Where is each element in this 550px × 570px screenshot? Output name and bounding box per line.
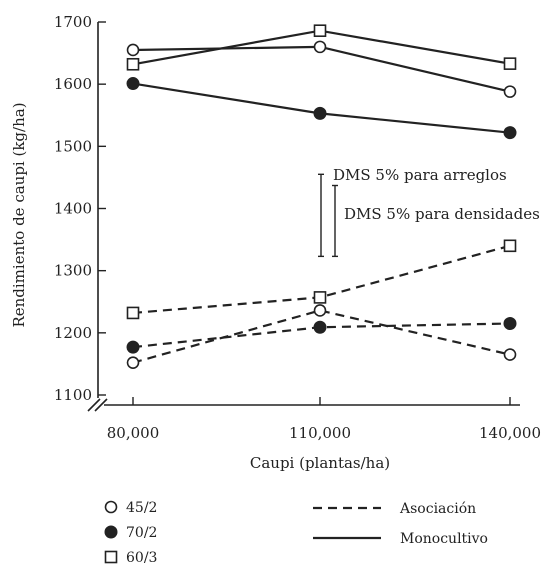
marker-open-square <box>126 57 140 71</box>
legend-label: 70/2 <box>126 525 157 541</box>
legend-label: Monocultivo <box>400 531 488 547</box>
series-45-2-asociacion <box>126 304 517 369</box>
annotation-dms-1: DMS 5% para densidades <box>332 184 540 258</box>
series-45-2-monocultivo <box>126 40 517 98</box>
axis-break <box>87 398 108 412</box>
annotation-dms-0: DMS 5% para arreglos <box>318 166 507 258</box>
axis-break-mark <box>87 398 101 412</box>
y-tick-label: 1300 <box>54 262 92 280</box>
legend-item-45-2: 45/2 <box>104 500 157 516</box>
y-tick-label: 1200 <box>54 324 92 342</box>
series-70-2-monocultivo <box>126 77 517 140</box>
marker-open-circle <box>313 304 327 317</box>
series-layer <box>126 24 517 369</box>
y-tick-label: 1700 <box>54 13 92 31</box>
marker-open-circle <box>104 500 118 514</box>
legend-item-monocultivo: Monocultivo <box>313 531 488 547</box>
marker-filled-circle <box>503 317 517 331</box>
marker-open-circle <box>503 348 517 361</box>
legend-item-70-2: 70/2 <box>104 525 157 541</box>
x-tick-label: 110,000 <box>289 424 351 442</box>
marker-open-square <box>126 306 140 320</box>
y-tick-label: 1500 <box>54 137 92 155</box>
annotation-label: DMS 5% para arreglos <box>333 166 507 184</box>
series-60-3-asociacion <box>126 239 517 320</box>
marker-open-square <box>503 57 517 70</box>
marker-open-circle <box>503 85 517 98</box>
axis-break-mark <box>94 398 108 412</box>
x-tick-label: 80,000 <box>107 424 160 442</box>
y-axis-title: Rendimiento de caupi (kg/ha) <box>10 102 28 327</box>
marker-filled-circle <box>313 320 327 334</box>
marker-open-square <box>503 239 517 253</box>
y-tick-label: 1400 <box>54 200 92 218</box>
legend-label: 45/2 <box>126 500 157 516</box>
axes: 1100 1200 1300 1400 1500 1600 1700 80,000 110,00… <box>10 13 541 472</box>
series-60-3-monocultivo <box>126 24 517 71</box>
marker-open-square <box>313 24 327 38</box>
marker-filled-circle <box>313 106 327 120</box>
legend: 45/2 70/2 60/3 Asociación Monocultivo <box>104 500 488 566</box>
marker-open-circle <box>313 40 327 54</box>
annotation-layer: DMS 5% para arreglos DMS 5% para densidad… <box>318 166 540 258</box>
x-tick-label: 140,000 <box>479 424 541 442</box>
marker-open-square <box>313 291 327 304</box>
legend-label: Asociación <box>399 501 476 517</box>
y-tick-label: 1600 <box>54 75 92 93</box>
marker-open-circle <box>126 43 140 57</box>
annotation-label: DMS 5% para densidades <box>344 205 540 223</box>
x-axis-title: Caupi (plantas/ha) <box>250 454 390 472</box>
marker-filled-circle <box>104 525 118 539</box>
marker-filled-circle <box>503 126 517 140</box>
marker-filled-circle <box>126 340 140 354</box>
y-tick-label: 1100 <box>54 386 92 404</box>
marker-open-square <box>104 550 118 564</box>
legend-item-asociacion: Asociación <box>313 501 476 517</box>
legend-label: 60/3 <box>126 550 157 566</box>
marker-open-circle <box>126 356 140 369</box>
marker-filled-circle <box>126 77 140 91</box>
series-line <box>132 309 511 364</box>
series-70-2-asociacion <box>126 317 517 354</box>
legend-item-60-3: 60/3 <box>104 550 157 566</box>
